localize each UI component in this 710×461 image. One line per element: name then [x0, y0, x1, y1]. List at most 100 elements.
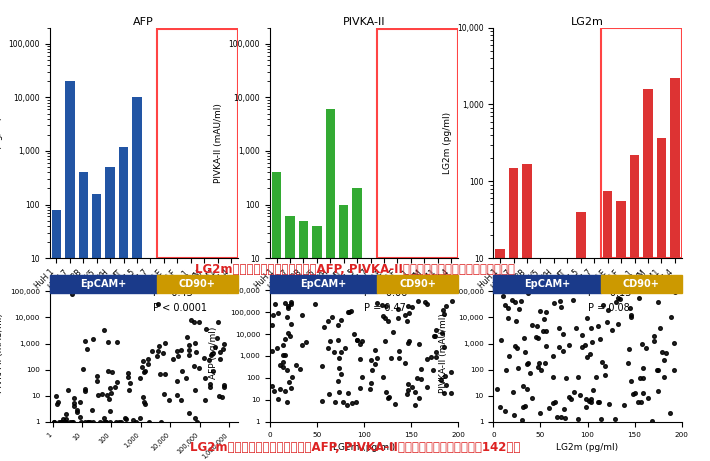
Point	[585, 399, 596, 406]
Point	[116, 418, 127, 426]
Point	[64, 418, 75, 426]
Point	[98, 326, 109, 334]
Point	[403, 387, 414, 394]
Point	[369, 360, 381, 367]
Point	[79, 388, 90, 395]
Point	[430, 326, 442, 334]
Point	[635, 398, 647, 406]
Text: CD90+: CD90+	[399, 279, 436, 289]
Bar	[616, 201, 626, 461]
Bar	[420, 258, 429, 461]
Point	[558, 405, 569, 413]
Point	[612, 295, 623, 302]
Text: CD90+: CD90+	[623, 279, 660, 289]
Point	[335, 370, 346, 378]
Point	[392, 314, 403, 321]
Point	[519, 348, 530, 355]
Text: r = -0.15: r = -0.15	[588, 288, 631, 298]
Bar	[226, 258, 236, 461]
Point	[92, 391, 104, 399]
Point	[134, 374, 146, 381]
Point	[344, 308, 355, 315]
Point	[267, 347, 278, 355]
Bar	[670, 78, 679, 461]
Point	[104, 384, 116, 391]
Point	[576, 331, 587, 339]
Bar	[157, 29, 238, 258]
Point	[366, 366, 378, 374]
Point	[518, 403, 529, 411]
Point	[80, 418, 91, 426]
Point	[333, 364, 344, 372]
Point	[520, 402, 531, 409]
Point	[214, 349, 226, 356]
Bar	[496, 249, 505, 461]
Point	[294, 366, 305, 373]
Point	[446, 298, 457, 305]
Point	[191, 348, 202, 355]
Point	[127, 416, 138, 424]
Text: LG2mは既存の肝がんマーカー（AFP, PIVKA-II）とは相関しない（肝がん142例）: LG2mは既存の肝がんマーカー（AFP, PIVKA-II）とは相関しない（肝が…	[190, 441, 520, 454]
Point	[151, 353, 163, 360]
Point	[219, 340, 230, 348]
Point	[430, 332, 441, 339]
Point	[62, 386, 74, 394]
Bar	[536, 258, 545, 461]
Point	[190, 414, 201, 422]
Point	[437, 329, 448, 337]
Point	[209, 343, 221, 350]
Point	[86, 407, 97, 414]
Point	[441, 381, 452, 389]
Point	[491, 385, 503, 393]
Bar	[200, 258, 209, 461]
Point	[97, 390, 108, 398]
Point	[180, 375, 192, 382]
Point	[407, 303, 418, 311]
Point	[350, 398, 361, 406]
Point	[497, 293, 508, 300]
Bar	[272, 172, 281, 461]
Point	[404, 337, 415, 345]
Point	[665, 409, 676, 417]
Point	[168, 356, 179, 363]
Point	[110, 418, 121, 426]
Point	[601, 319, 613, 326]
Point	[158, 390, 170, 398]
Y-axis label: AFP (ng/ml): AFP (ng/ml)	[209, 326, 218, 379]
Point	[378, 312, 389, 319]
Bar	[603, 191, 613, 461]
Point	[439, 372, 451, 380]
Point	[438, 389, 449, 396]
Point	[193, 365, 204, 372]
Point	[153, 342, 164, 349]
Point	[592, 398, 604, 406]
Bar	[601, 28, 682, 258]
Point	[122, 373, 133, 381]
Bar	[213, 258, 222, 461]
Point	[593, 398, 604, 405]
Point	[427, 366, 438, 373]
Point	[371, 354, 383, 361]
Point	[371, 299, 383, 306]
Point	[101, 418, 112, 426]
Point	[526, 321, 537, 328]
Point	[183, 409, 195, 417]
Point	[332, 378, 344, 385]
Point	[580, 403, 591, 410]
Point	[539, 315, 550, 323]
Y-axis label: PIVKA-II (mAU/ml): PIVKA-II (mAU/ml)	[214, 103, 223, 183]
Bar	[119, 147, 129, 461]
Point	[60, 418, 72, 426]
Point	[568, 388, 579, 396]
Point	[121, 415, 132, 422]
Text: EpCAM+: EpCAM+	[80, 279, 126, 289]
Point	[435, 377, 446, 384]
Point	[590, 373, 601, 380]
Point	[555, 298, 566, 305]
Point	[415, 376, 426, 383]
Bar	[576, 212, 586, 461]
Point	[570, 324, 581, 331]
Bar	[186, 258, 195, 461]
Point	[204, 384, 216, 391]
Y-axis label: PIVKA-II (mAU/ml): PIVKA-II (mAU/ml)	[0, 313, 4, 393]
